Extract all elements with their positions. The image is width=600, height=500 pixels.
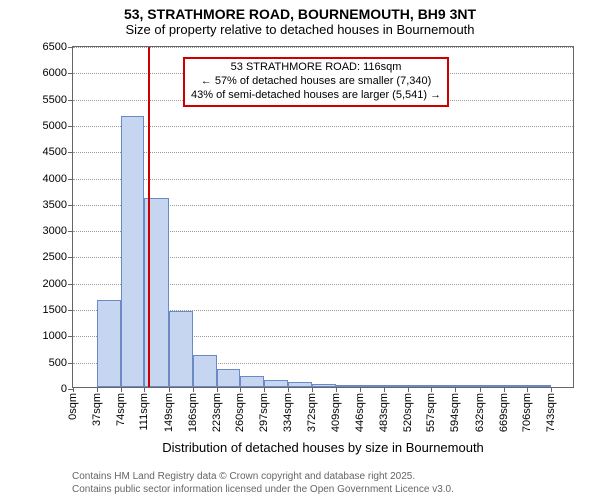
histogram-bar: [193, 355, 217, 387]
histogram-bar: [408, 385, 432, 387]
y-tick-label: 2000: [43, 278, 67, 290]
footer-line-2: Contains public sector information licen…: [72, 484, 454, 497]
y-tick-label: 3500: [43, 199, 67, 211]
y-tick-label: 3000: [43, 225, 67, 237]
annotation-line: 53 STRATHMORE ROAD: 116sqm: [191, 61, 441, 75]
histogram-bar: [480, 385, 504, 387]
marker-line: [148, 47, 150, 387]
x-tick-mark: [431, 387, 432, 392]
x-tick-label: 0sqm: [67, 393, 79, 420]
x-tick-label: 557sqm: [425, 393, 437, 432]
x-tick-label: 743sqm: [545, 393, 557, 432]
x-tick-label: 483sqm: [378, 393, 390, 432]
y-tick-label: 1500: [43, 304, 67, 316]
y-tick-mark: [68, 179, 73, 180]
x-tick-mark: [193, 387, 194, 392]
chart-title-sub: Size of property relative to detached ho…: [0, 22, 600, 37]
y-tick-label: 2500: [43, 251, 67, 263]
x-tick-mark: [336, 387, 337, 392]
y-tick-mark: [68, 310, 73, 311]
x-tick-mark: [169, 387, 170, 392]
y-tick-label: 6000: [43, 67, 67, 79]
histogram-bar: [431, 385, 455, 387]
histogram-bar: [360, 385, 384, 387]
x-tick-label: 446sqm: [354, 393, 366, 432]
y-tick-mark: [68, 336, 73, 337]
x-tick-mark: [97, 387, 98, 392]
histogram-bar: [240, 376, 264, 387]
plot-area: 0500100015002000250030003500400045005000…: [72, 46, 574, 388]
x-tick-label: 334sqm: [282, 393, 294, 432]
histogram-bar: [336, 385, 360, 387]
x-tick-label: 632sqm: [474, 393, 486, 432]
histogram-bar: [455, 385, 479, 387]
histogram-bar: [527, 385, 551, 387]
histogram-bar: [217, 369, 241, 387]
x-tick-mark: [288, 387, 289, 392]
x-tick-label: 74sqm: [115, 393, 127, 426]
histogram-bar: [97, 300, 121, 387]
x-axis-label: Distribution of detached houses by size …: [162, 440, 484, 455]
x-tick-label: 594sqm: [449, 393, 461, 432]
y-tick-mark: [68, 100, 73, 101]
x-tick-mark: [121, 387, 122, 392]
histogram-bar: [504, 385, 528, 387]
x-tick-mark: [312, 387, 313, 392]
x-tick-label: 372sqm: [306, 393, 318, 432]
histogram-bar: [121, 116, 145, 387]
y-tick-mark: [68, 231, 73, 232]
y-tick-label: 4500: [43, 146, 67, 158]
histogram-bar: [312, 384, 336, 387]
y-tick-mark: [68, 257, 73, 258]
x-tick-mark: [360, 387, 361, 392]
y-tick-label: 4000: [43, 173, 67, 185]
y-tick-mark: [68, 73, 73, 74]
footer-attribution: Contains HM Land Registry data © Crown c…: [72, 471, 454, 496]
histogram-bar: [384, 385, 408, 387]
y-tick-mark: [68, 126, 73, 127]
x-tick-mark: [240, 387, 241, 392]
x-tick-label: 297sqm: [258, 393, 270, 432]
y-tick-label: 5500: [43, 94, 67, 106]
x-tick-label: 223sqm: [211, 393, 223, 432]
x-tick-mark: [217, 387, 218, 392]
x-tick-label: 37sqm: [91, 393, 103, 426]
x-tick-label: 520sqm: [402, 393, 414, 432]
y-tick-mark: [68, 205, 73, 206]
x-tick-mark: [408, 387, 409, 392]
y-tick-label: 6500: [43, 41, 67, 53]
x-tick-mark: [384, 387, 385, 392]
histogram-bar: [288, 382, 312, 387]
x-tick-label: 706sqm: [521, 393, 533, 432]
x-tick-label: 260sqm: [234, 393, 246, 432]
y-tick-mark: [68, 284, 73, 285]
y-tick-mark: [68, 47, 73, 48]
x-tick-mark: [455, 387, 456, 392]
y-tick-mark: [68, 152, 73, 153]
x-tick-mark: [504, 387, 505, 392]
y-tick-label: 1000: [43, 330, 67, 342]
y-tick-label: 5000: [43, 120, 67, 132]
x-tick-mark: [73, 387, 74, 392]
chart-title-main: 53, STRATHMORE ROAD, BOURNEMOUTH, BH9 3N…: [0, 6, 600, 22]
x-tick-label: 409sqm: [330, 393, 342, 432]
histogram-bar: [264, 380, 288, 387]
x-tick-mark: [480, 387, 481, 392]
x-tick-label: 186sqm: [187, 393, 199, 432]
x-tick-mark: [144, 387, 145, 392]
x-tick-label: 111sqm: [138, 393, 150, 431]
x-tick-mark: [264, 387, 265, 392]
x-tick-label: 669sqm: [498, 393, 510, 432]
y-tick-mark: [68, 363, 73, 364]
x-tick-label: 149sqm: [163, 393, 175, 432]
x-tick-mark: [527, 387, 528, 392]
chart-title-block: 53, STRATHMORE ROAD, BOURNEMOUTH, BH9 3N…: [0, 0, 600, 37]
annotation-box: 53 STRATHMORE ROAD: 116sqm← 57% of detac…: [183, 57, 449, 106]
histogram-bar: [169, 311, 193, 387]
footer-line-1: Contains HM Land Registry data © Crown c…: [72, 471, 454, 484]
annotation-line: ← 57% of detached houses are smaller (7,…: [191, 75, 441, 89]
y-tick-label: 500: [49, 357, 67, 369]
x-tick-mark: [551, 387, 552, 392]
annotation-line: 43% of semi-detached houses are larger (…: [191, 89, 441, 103]
